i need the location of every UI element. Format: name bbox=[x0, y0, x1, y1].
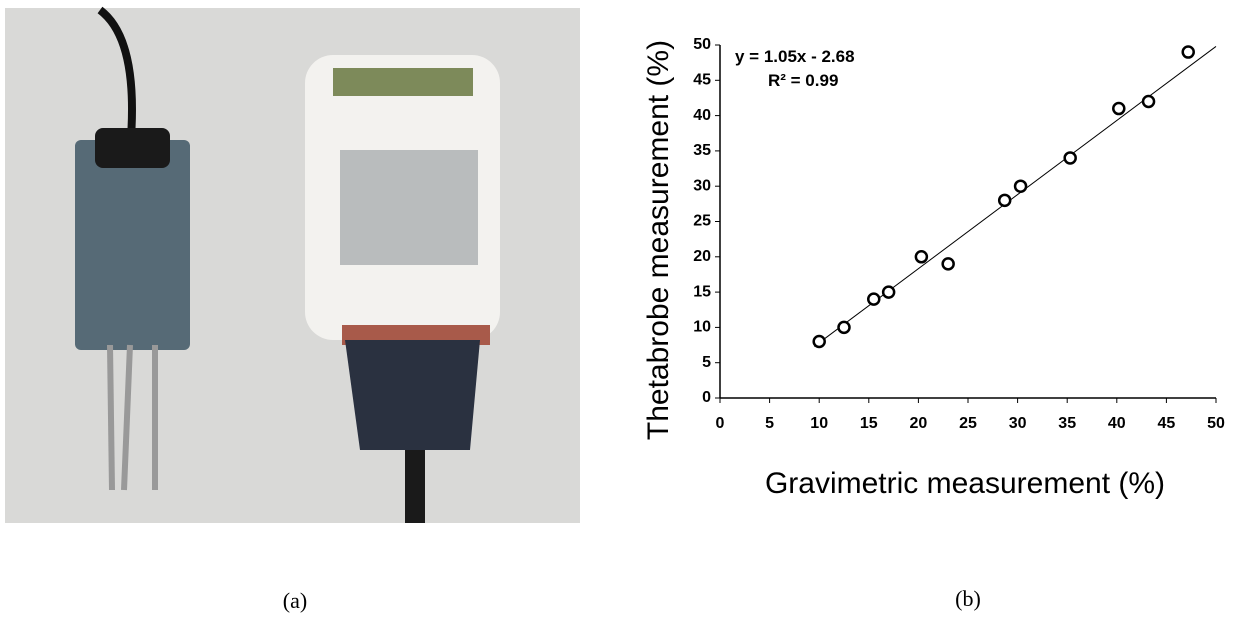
point bbox=[1141, 94, 1156, 109]
y-tick-label: 0 bbox=[702, 389, 711, 406]
photo bbox=[5, 6, 580, 523]
scatter-chart: Thetabrobe measurement (%) Gravimetric m… bbox=[642, 36, 1225, 500]
x-tick-label: 40 bbox=[1108, 415, 1126, 432]
x-tick-label: 35 bbox=[1058, 415, 1076, 432]
y-tick-label: 5 bbox=[702, 354, 711, 371]
point bbox=[941, 257, 955, 271]
y-tick-label: 25 bbox=[693, 213, 711, 230]
point bbox=[1181, 45, 1195, 59]
point bbox=[997, 193, 1012, 208]
x-tick-label: 45 bbox=[1158, 415, 1176, 432]
y-tick-label: 20 bbox=[693, 248, 711, 265]
point bbox=[1112, 101, 1126, 116]
x-tick-label: 20 bbox=[910, 415, 928, 432]
y-tick-label: 10 bbox=[693, 319, 711, 336]
point bbox=[837, 320, 851, 335]
point bbox=[1013, 179, 1028, 193]
r-squared: R² = 0.99 bbox=[768, 71, 838, 90]
y-tick-label: 30 bbox=[693, 177, 711, 194]
point bbox=[881, 285, 896, 299]
y-tick-label: 40 bbox=[693, 107, 711, 124]
y-tick-label: 45 bbox=[693, 72, 711, 89]
x-tick-label: 50 bbox=[1207, 415, 1225, 432]
x-tick-label: 0 bbox=[716, 415, 725, 432]
y-tick-label: 15 bbox=[693, 283, 711, 300]
point bbox=[914, 250, 929, 264]
y-tick-label: 50 bbox=[693, 36, 711, 53]
x-tick-label: 10 bbox=[810, 415, 828, 432]
equation: y = 1.05x - 2.68 bbox=[735, 47, 855, 66]
point bbox=[867, 292, 881, 306]
caption: (b) bbox=[955, 586, 981, 611]
x-tick-label: 5 bbox=[765, 415, 774, 432]
point bbox=[812, 334, 826, 349]
y-axis-label: Thetabrobe measurement (%) bbox=[642, 40, 675, 440]
point bbox=[1063, 151, 1077, 165]
caption: (a) bbox=[283, 588, 307, 613]
x-axis-label: Gravimetric measurement (%) bbox=[765, 467, 1165, 500]
x-tick-label: 25 bbox=[959, 415, 977, 432]
y-tick-label: 35 bbox=[693, 142, 711, 159]
x-tick-label: 15 bbox=[860, 415, 878, 432]
x-tick-label: 30 bbox=[1009, 415, 1027, 432]
